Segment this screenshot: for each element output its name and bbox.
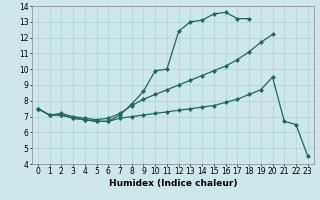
X-axis label: Humidex (Indice chaleur): Humidex (Indice chaleur) bbox=[108, 179, 237, 188]
